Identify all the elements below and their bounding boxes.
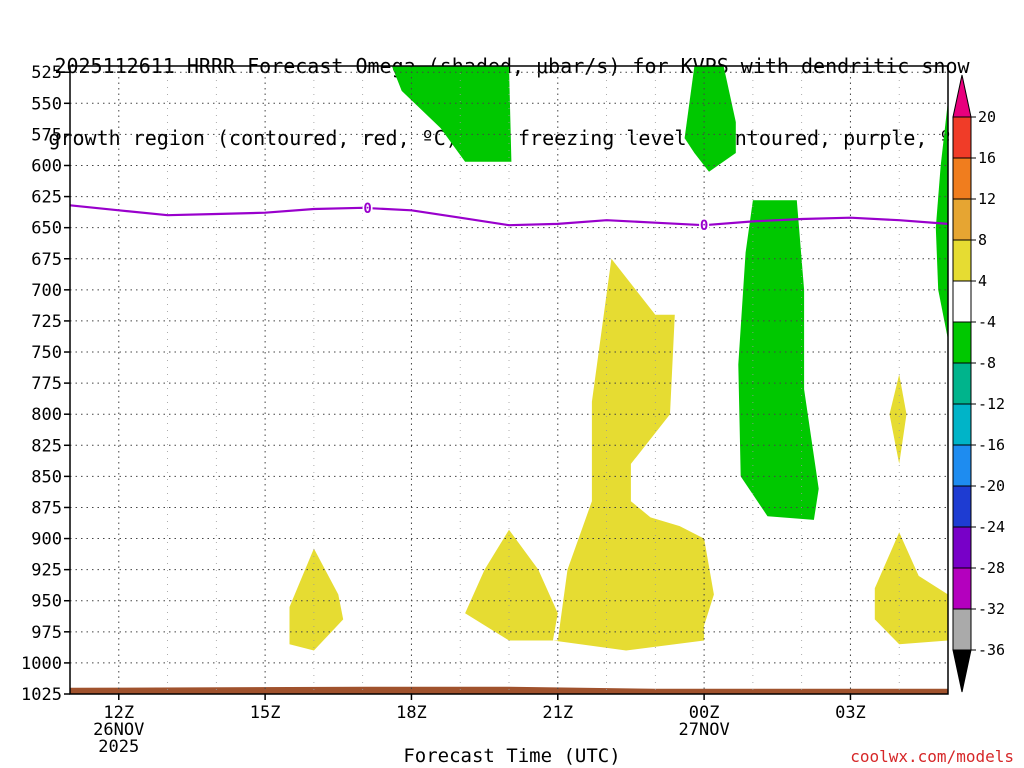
x-tick-label: 12Z: [103, 703, 134, 723]
terrain-fill: [70, 686, 948, 694]
colorbar-label: -12: [978, 395, 1005, 413]
plot-frame: [69, 65, 949, 695]
colorbar-label: 20: [978, 108, 996, 126]
x-tick-label: 15Z: [250, 703, 281, 723]
colorbar-label: 8: [978, 231, 987, 249]
x-tick-label: 03Z: [835, 703, 866, 723]
colorbar-bin: [952, 280, 972, 323]
x-tick-label: 2025: [98, 737, 139, 757]
colorbar-label: -24: [978, 518, 1005, 536]
y-tick-label: 550: [31, 94, 62, 114]
colorbar-bin: [952, 362, 972, 405]
y-tick-label: 775: [31, 374, 62, 394]
colorbar-bin: [952, 239, 972, 282]
freezing-label-bg: [362, 200, 373, 217]
x-tick-label: 21Z: [542, 703, 573, 723]
terrain-layer: [70, 686, 948, 694]
colorbar-bin: [952, 526, 972, 569]
colorbar: 20 16 12 8 4 -4 -8 -12 -16 -20 -24 -28 -32 -36: [952, 74, 1005, 693]
colorbar-label: -28: [978, 559, 1005, 577]
credit-text: coolwx.com/models: [850, 747, 1014, 766]
grid-layer: [70, 66, 948, 695]
x-tick-label: 00Z: [689, 703, 720, 723]
colorbar-bin: [952, 567, 972, 610]
y-tick-label: 800: [31, 405, 62, 425]
colorbar-label: -32: [978, 600, 1005, 618]
colorbar-bin: [952, 157, 972, 200]
y-tick-label: 750: [31, 343, 62, 363]
shade-upward-motion-4: [935, 100, 948, 340]
colorbar-label: -16: [978, 436, 1005, 454]
x-tick-label: 27NOV: [679, 720, 730, 740]
y-tick-label: 700: [31, 281, 62, 301]
shade-upward-motion-3: [738, 200, 819, 520]
colorbar-label: -8: [978, 354, 996, 372]
colorbar-bin: [952, 403, 972, 446]
colorbar-label: -4: [978, 313, 996, 331]
y-tick-label: 900: [31, 530, 62, 550]
y-tick-label: 650: [31, 219, 62, 239]
shade-upward-motion-1: [391, 66, 512, 162]
colorbar-label: 4: [978, 272, 987, 290]
axis-layer: 525 550 575 600 625 650 675 700 725 750 775 800 825 8…: [21, 63, 866, 757]
y-tick-label: 725: [31, 312, 62, 332]
y-tick-label: 950: [31, 592, 62, 612]
freezing-level-line: [69, 204, 949, 227]
colorbar-label: -20: [978, 477, 1005, 495]
colorbar-label: -36: [978, 641, 1005, 659]
shade-subsidence-1: [465, 258, 714, 651]
freezing-level-label: 0: [700, 218, 708, 234]
freezing-level-layer: 00: [69, 200, 949, 234]
x-tick-label: 26NOV: [93, 720, 144, 740]
colorbar-label: 12: [978, 190, 996, 208]
colorbar-bin: [952, 485, 972, 528]
y-tick-label: 1000: [21, 654, 62, 674]
y-tick-label: 1025: [21, 685, 62, 705]
shade-subsidence-2: [289, 548, 344, 651]
colorbar-label: 16: [978, 149, 996, 167]
x-tick-label: 18Z: [396, 703, 427, 723]
y-tick-label: 925: [31, 561, 62, 581]
y-tick-label: 575: [31, 125, 62, 145]
y-tick-label: 850: [31, 467, 62, 487]
colorbar-bin: [952, 116, 972, 159]
shade-subsidence-3: [889, 374, 907, 464]
y-tick-label: 825: [31, 436, 62, 456]
colorbar-bin: [952, 608, 972, 651]
omega-shading-layer: [289, 66, 948, 651]
y-tick-label: 600: [31, 156, 62, 176]
y-tick-label: 625: [31, 188, 62, 208]
y-tick-label: 675: [31, 250, 62, 270]
y-tick-label: 875: [31, 498, 62, 518]
colorbar-bottom-triangle: [952, 649, 972, 693]
shade-upward-motion-2: [684, 66, 736, 172]
y-tick-label: 975: [31, 623, 62, 643]
x-axis-title: Forecast Time (UTC): [403, 745, 621, 767]
colorbar-bin: [952, 198, 972, 241]
colorbar-top-triangle: [952, 74, 972, 118]
freezing-label-bg: [699, 217, 710, 234]
colorbar-bin: [952, 444, 972, 487]
colorbar-bin: [952, 321, 972, 364]
shade-subsidence-4: [874, 532, 948, 645]
y-tick-label: 525: [31, 63, 62, 83]
freezing-level-label: 0: [363, 201, 371, 217]
